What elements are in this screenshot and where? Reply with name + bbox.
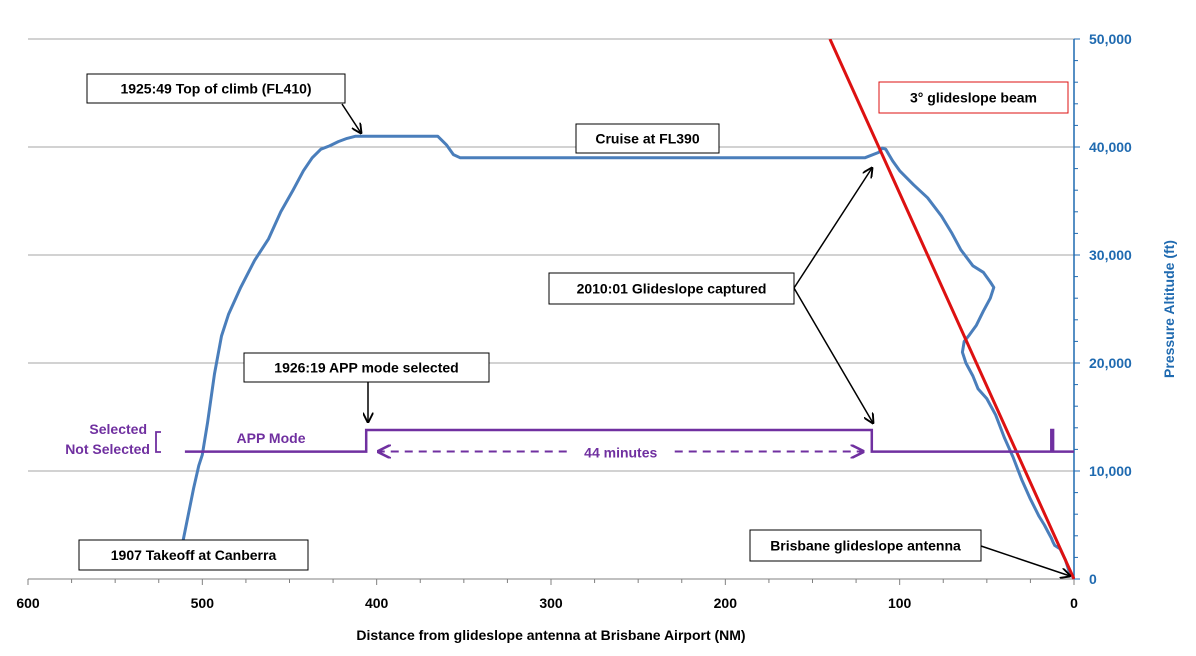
annotation-box-app_sel (243, 352, 490, 383)
toc-arrow (341, 103, 361, 133)
annotation-gs_label: 3° glideslope beam (910, 90, 1037, 106)
y-tick-label-0: 0 (1089, 571, 1097, 587)
annotation-box-takeoff (78, 539, 309, 571)
x-axis-title: Distance from glideslope antenna at Bris… (356, 627, 745, 643)
y-tick-label-1: 10,000 (1089, 463, 1132, 479)
annotation-box-gs_capt (548, 272, 795, 305)
x-tick-label-1: 500 (191, 595, 215, 611)
x-tick-label-3: 300 (539, 595, 563, 611)
mode-label-not-selected: Not Selected (65, 441, 150, 457)
annotation-gs_capt: 2010:01 Glideslope captured (577, 281, 767, 297)
y-axis-title: Pressure Altitude (ft) (1161, 240, 1177, 378)
x-tick-label-5: 100 (888, 595, 912, 611)
mode-label-selected: Selected (89, 421, 147, 437)
gs-capt-arrow-top (793, 168, 872, 289)
annotation-box-gs_label (878, 81, 1069, 114)
gs-capt-arrow-bottom (793, 287, 873, 423)
annotation-app_sel: 1926:19 APP mode selected (274, 360, 458, 376)
annotation-cruise: Cruise at FL390 (595, 131, 699, 147)
y-tick-label-5: 50,000 (1089, 31, 1132, 47)
app-mode-line (184, 428, 1074, 453)
x-tick-label-6: 0 (1070, 595, 1078, 611)
annotation-takeoff: 1907 Takeoff at Canberra (111, 547, 277, 563)
x-tick-label-4: 200 (714, 595, 738, 611)
x-tick-label-2: 400 (365, 595, 389, 611)
y-tick-label-4: 40,000 (1089, 139, 1132, 155)
antenna-arrow (980, 545, 1070, 576)
app-mode-label: APP Mode (237, 430, 306, 446)
y-tick-label-2: 20,000 (1089, 355, 1132, 371)
altitude-line (181, 134, 1075, 580)
glideslope-line (828, 39, 1075, 580)
mode-bracket (155, 431, 161, 453)
x-tick-label-0: 600 (16, 595, 40, 611)
annotation-toc: 1925:49 Top of climb (FL410) (120, 81, 311, 97)
duration-label: 44 minutes (584, 445, 657, 461)
annotation-box-antenna (749, 529, 982, 562)
annotation-box-cruise (575, 123, 720, 154)
annotation-antenna: Brisbane glideslope antenna (770, 538, 961, 554)
annotation-box-toc (86, 73, 346, 104)
y-tick-label-3: 30,000 (1089, 247, 1132, 263)
